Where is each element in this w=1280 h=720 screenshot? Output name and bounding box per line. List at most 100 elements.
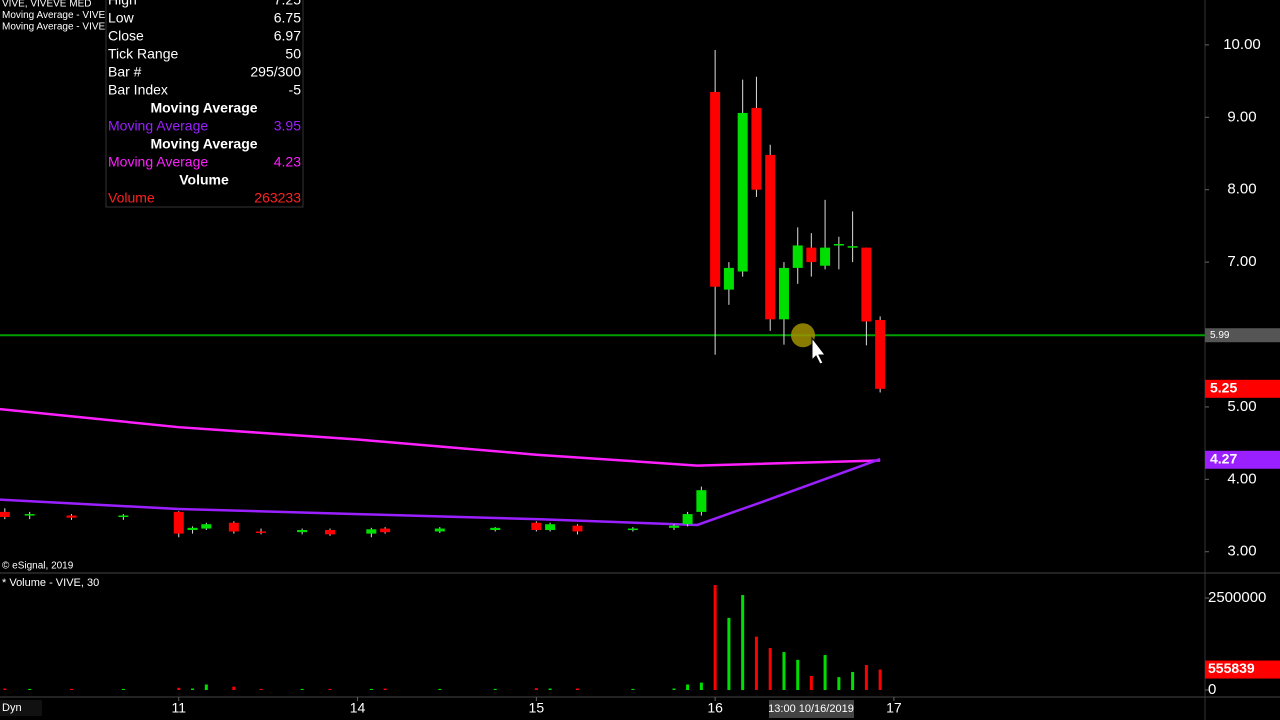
y-tick-label: 5.00 <box>1227 398 1256 415</box>
mode-box[interactable] <box>0 700 42 716</box>
volume-bar <box>837 677 841 690</box>
dw-value: 295/300 <box>250 64 301 80</box>
legend-entry: Moving Average - VIVE <box>2 10 106 21</box>
volume-bar <box>70 688 74 690</box>
volume-tick-label: 0 <box>1208 681 1216 698</box>
dw-label: Moving Average <box>108 154 208 170</box>
x-tick-label: 16 <box>707 700 723 716</box>
candle-body <box>765 154 776 320</box>
dw-value: 7.25 <box>274 0 301 8</box>
candle-body <box>173 511 184 534</box>
moving-average-line <box>0 407 881 467</box>
volume-bar <box>300 688 304 690</box>
candle-body <box>0 511 10 517</box>
volume-bar <box>672 688 676 690</box>
volume-bar <box>383 688 387 690</box>
volume-tag-label: 555839 <box>1208 660 1255 676</box>
dw-label: High <box>108 0 137 8</box>
hand-cursor <box>811 336 827 365</box>
candle-body <box>861 247 872 322</box>
volume-bar <box>631 688 635 690</box>
volume-bar <box>121 688 125 690</box>
candle-body <box>228 522 239 532</box>
cursor-time-box <box>769 700 854 718</box>
y-tick-label: 9.00 <box>1227 108 1256 125</box>
dw-value: 6.97 <box>274 28 301 44</box>
volume-bar <box>727 617 731 690</box>
volume-bar <box>191 688 195 690</box>
candle-body <box>24 514 35 516</box>
dw-label: Low <box>108 10 135 26</box>
dw-value: 263233 <box>254 190 301 206</box>
volume-bar <box>741 595 745 690</box>
volume-bar <box>232 686 236 690</box>
cursor-time: 13:00 10/16/2019 <box>768 703 854 715</box>
dw-label: Close <box>108 28 144 44</box>
dw-header: Volume <box>179 172 229 188</box>
volume-bar <box>809 676 813 690</box>
candle-body <box>723 267 734 290</box>
volume-title: * Volume - VIVE, 30 <box>2 577 99 589</box>
volume-bar <box>493 688 497 690</box>
volume-bar <box>28 688 32 690</box>
hline-tag <box>1205 328 1280 343</box>
last-price-tag <box>1205 379 1280 398</box>
hline-tag-label: 5.99 <box>1210 330 1230 341</box>
ma-tag-label: 4.27 <box>1210 450 1237 466</box>
y-tick-label: 7.00 <box>1227 253 1256 270</box>
volume-bar <box>204 684 208 690</box>
candle-body <box>545 524 556 531</box>
dw-label: Tick Range <box>108 46 179 62</box>
data-window: High 7.25 Low 6.75 Close 6.97 Tick Range 50 Bar … <box>105 0 304 208</box>
volume-bar <box>686 684 690 690</box>
candle-body <box>325 530 336 535</box>
volume-bar <box>768 648 772 690</box>
volume-bar <box>328 688 332 690</box>
dw-value: 3.95 <box>274 118 301 134</box>
x-tick-label: 11 <box>172 700 187 716</box>
legend-entry: Moving Average - VIVE <box>2 22 106 33</box>
x-tick-label: 14 <box>350 700 366 716</box>
candle-body <box>490 527 501 531</box>
dw-label: Bar # <box>108 64 142 80</box>
candle-body <box>366 529 377 534</box>
dw-header: Moving Average <box>150 100 257 116</box>
candle-body <box>380 528 391 533</box>
y-tick-label: 3.00 <box>1227 543 1256 560</box>
volume-bar <box>823 655 827 690</box>
volume-bar <box>177 687 181 690</box>
candle-body <box>696 490 707 512</box>
volume-bar <box>534 688 538 690</box>
dw-label: Volume <box>108 190 155 206</box>
y-tick-label: 4.00 <box>1227 470 1256 487</box>
volume-bar <box>575 688 579 690</box>
volume-bar <box>878 669 882 690</box>
y-tick-label: 8.00 <box>1227 181 1256 198</box>
candle-body <box>531 522 542 531</box>
candle-body <box>682 514 693 525</box>
candle-body <box>434 528 445 532</box>
legend-entry: VIVE, VIVEVE MED <box>2 0 91 10</box>
dw-value: 6.75 <box>274 10 301 26</box>
candle-body <box>201 524 212 529</box>
dw-label: Moving Average <box>108 118 208 134</box>
volume-bar <box>796 659 800 690</box>
volume-bar <box>438 688 442 690</box>
volume-bar <box>782 652 786 690</box>
volume-tag <box>1205 660 1280 679</box>
candle-body <box>820 247 831 266</box>
candle-body <box>751 107 762 190</box>
x-tick-label: 15 <box>529 700 545 716</box>
volume-bar <box>699 682 703 690</box>
candle-body <box>187 527 198 531</box>
candle-body <box>875 320 886 389</box>
y-tick-label: 10.00 <box>1223 36 1261 53</box>
dw-header: Moving Average <box>150 136 257 152</box>
candle-body <box>297 530 308 533</box>
candle-body <box>66 515 77 518</box>
volume-bar <box>548 688 552 690</box>
dw-value: -5 <box>289 82 302 98</box>
dw-value: 50 <box>285 46 301 62</box>
candle-body <box>572 525 583 532</box>
